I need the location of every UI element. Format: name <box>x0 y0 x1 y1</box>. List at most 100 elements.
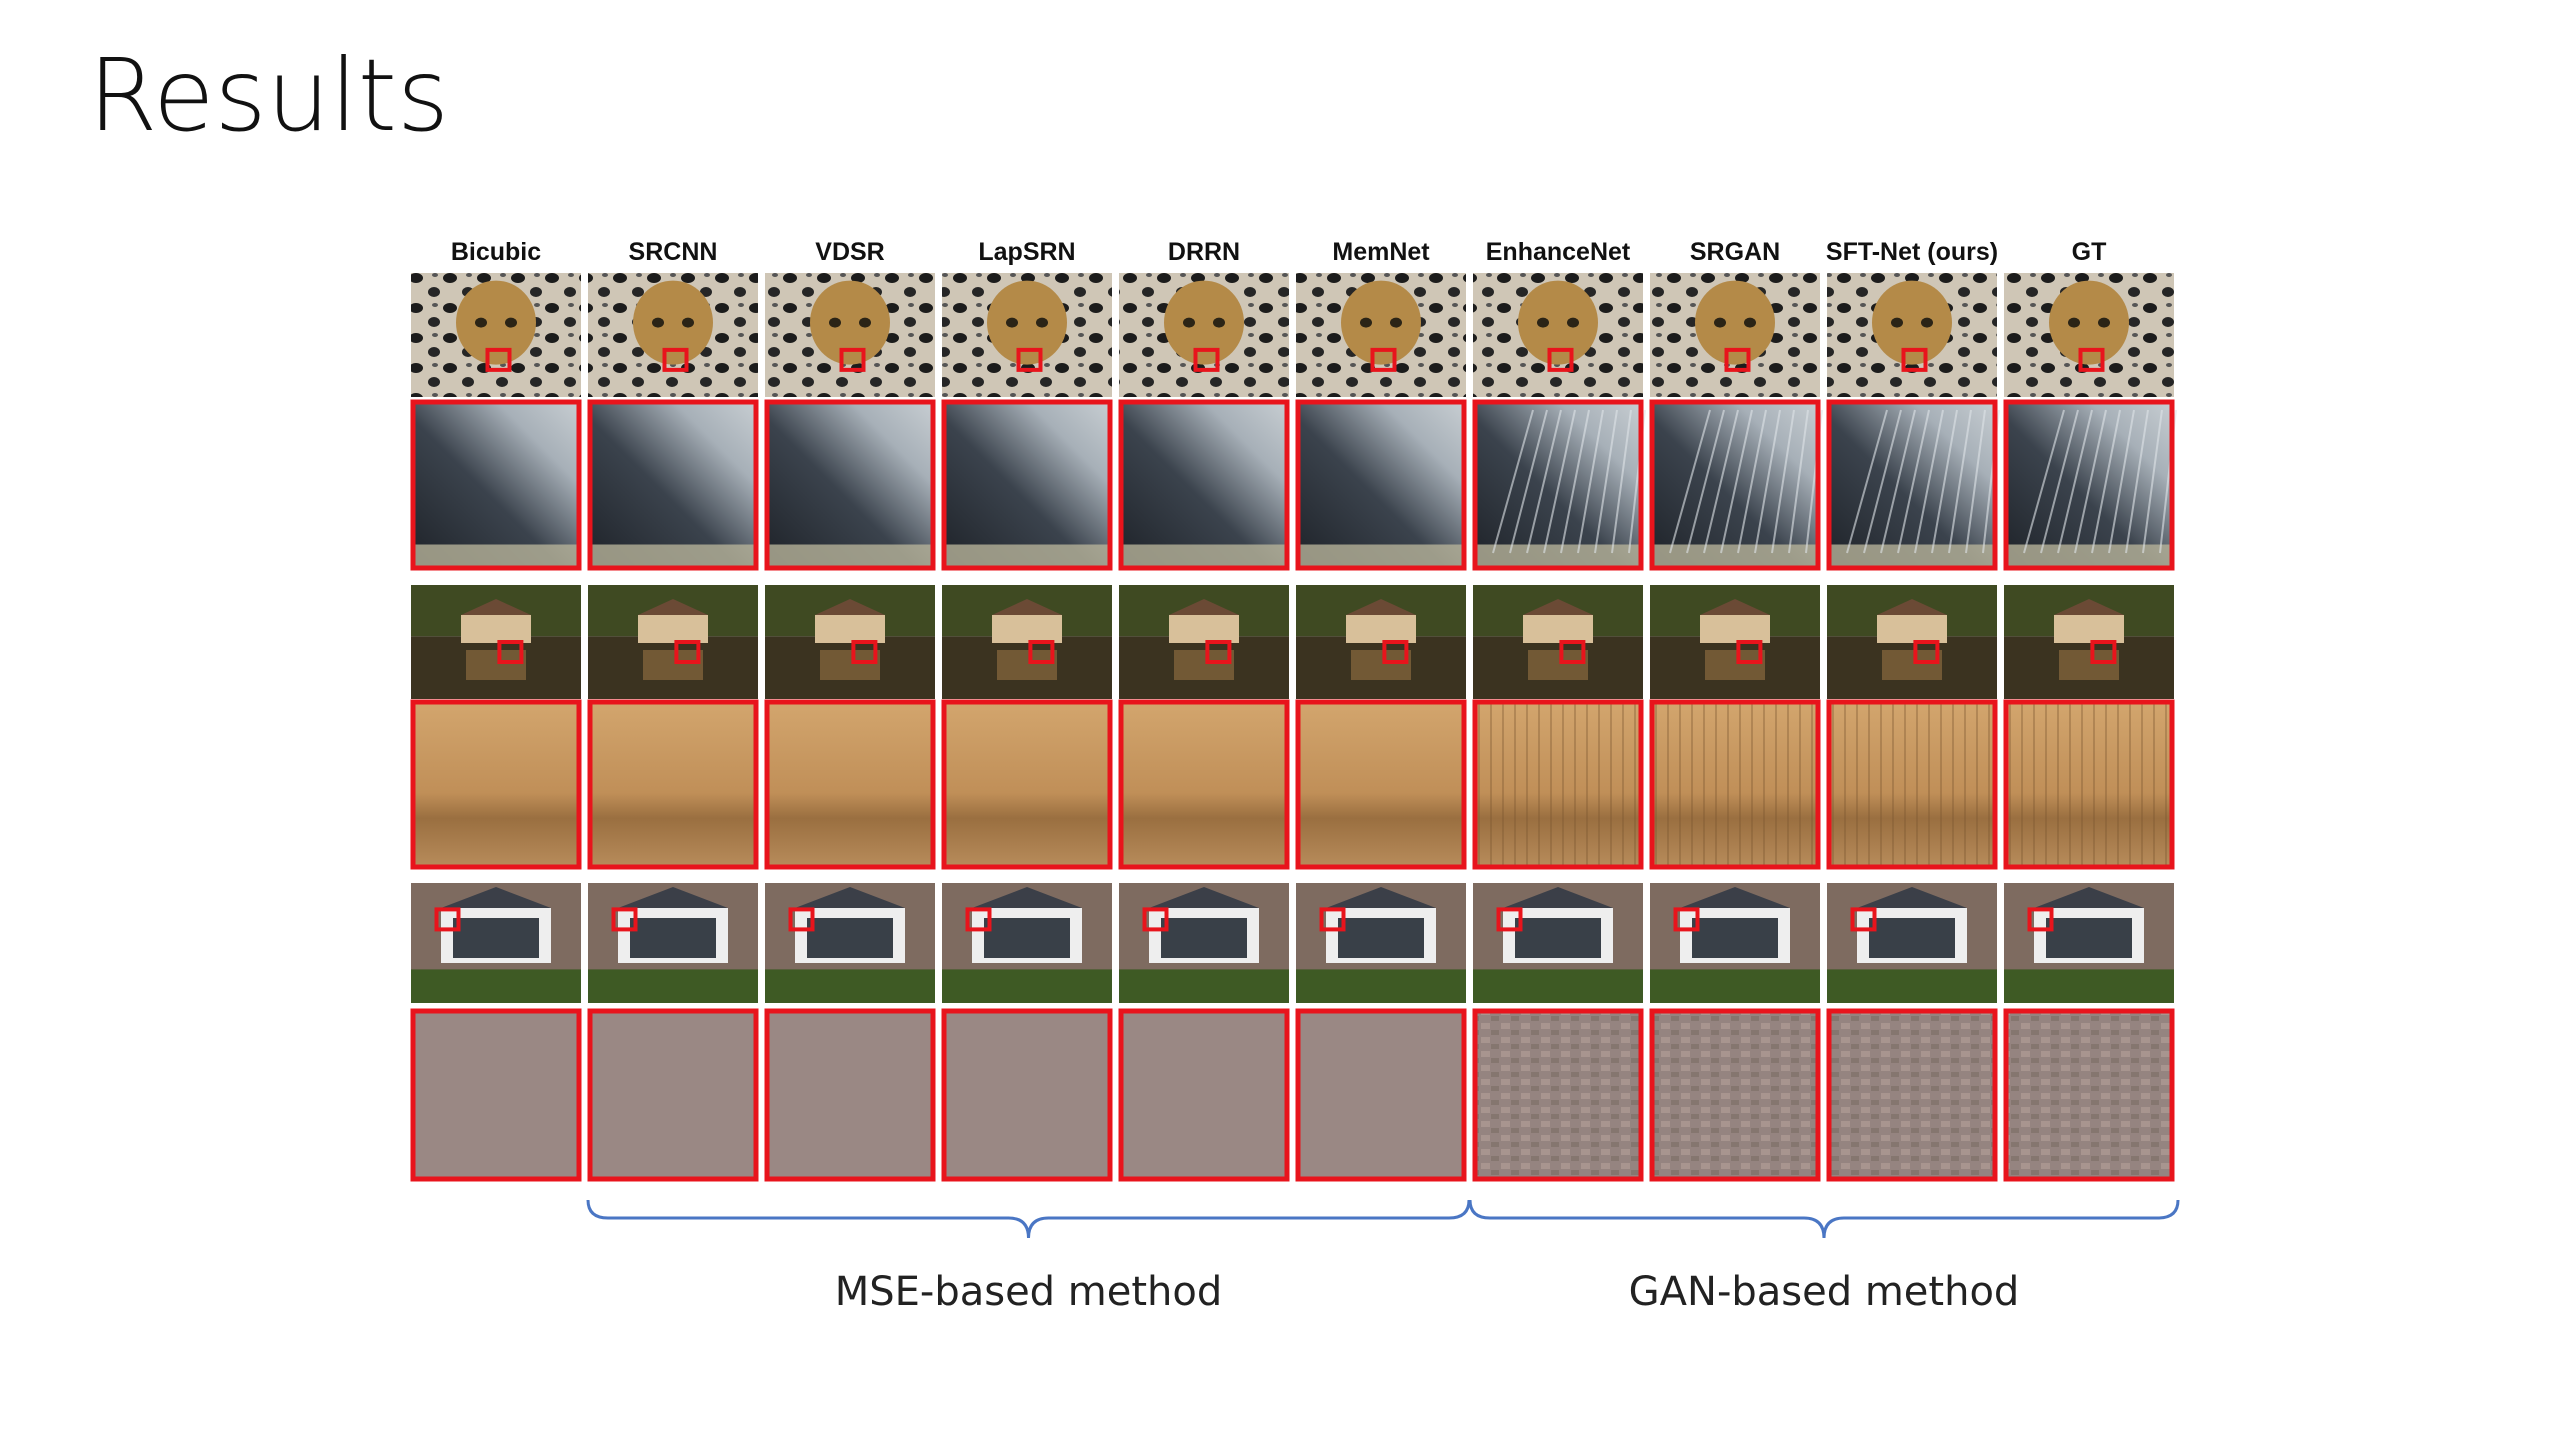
highlight-box <box>674 640 701 664</box>
image <box>441 887 551 908</box>
image <box>1931 409 1958 554</box>
image <box>2046 918 2132 958</box>
crop-border <box>587 399 759 571</box>
highlight-box <box>851 640 878 664</box>
image <box>2108 409 2135 554</box>
image <box>1921 317 1933 328</box>
image <box>1351 650 1411 680</box>
image <box>1650 969 1820 1003</box>
thumbnail <box>1827 883 1997 1003</box>
crop-border <box>1649 1008 1821 1182</box>
crop-border <box>1295 399 1467 571</box>
image <box>411 400 581 570</box>
image <box>1473 700 1643 869</box>
thumbnail <box>2004 273 2174 397</box>
image <box>1119 700 1289 869</box>
image <box>1754 409 1781 554</box>
highlight-box <box>662 347 689 372</box>
image <box>2054 599 2124 615</box>
highlight-box <box>1547 347 1574 372</box>
image <box>588 700 758 869</box>
image <box>588 969 758 1003</box>
zoom-crop <box>410 1008 582 1182</box>
crop-border <box>1826 699 1998 870</box>
highlight-box <box>1319 907 1346 932</box>
thumbnail <box>1650 273 1820 397</box>
zoom-crop <box>1649 699 1821 870</box>
thumbnail <box>1827 585 1997 699</box>
thumbnail <box>588 273 758 397</box>
image <box>1897 409 1930 554</box>
crop-border <box>764 1008 936 1182</box>
image <box>1695 280 1775 365</box>
image <box>1880 409 1916 554</box>
image <box>1594 409 1618 554</box>
highlight-box <box>2090 640 2117 664</box>
group-label: GAN-based method <box>1629 1269 2020 1315</box>
zoom-crop <box>410 399 582 571</box>
image <box>1006 317 1018 328</box>
image <box>1714 317 1726 328</box>
highlight-box <box>1142 907 1169 932</box>
image <box>1543 409 1576 554</box>
highlight-box <box>1016 347 1043 372</box>
image <box>1744 317 1756 328</box>
image <box>1965 409 1986 554</box>
zoom-crop <box>2003 1008 2175 1182</box>
method-label: SRCNN <box>629 238 718 266</box>
image <box>411 1009 581 1181</box>
image <box>2004 1009 2174 1181</box>
image <box>1119 969 1289 1003</box>
image <box>1526 409 1562 554</box>
image <box>1577 409 1604 554</box>
highlight-box <box>1028 640 1055 664</box>
image <box>456 280 536 365</box>
method-label: Bicubic <box>451 238 541 266</box>
image <box>453 918 539 958</box>
image <box>1537 317 1549 328</box>
crop-border <box>1118 1008 1290 1182</box>
image <box>765 400 935 570</box>
image <box>505 317 517 328</box>
method-label: LapSRN <box>978 238 1075 266</box>
image <box>1669 409 1711 554</box>
zoom-crop <box>1649 399 1823 571</box>
crop-border <box>1118 399 1290 571</box>
image <box>2142 409 2163 554</box>
highlight-box <box>1193 347 1220 372</box>
highlight-box <box>1205 640 1232 664</box>
image <box>1296 969 1466 1003</box>
image <box>633 280 713 365</box>
highlight-box <box>2078 347 2105 372</box>
image <box>765 700 935 869</box>
image <box>1877 615 1947 643</box>
zoom-crop <box>1295 699 1467 870</box>
image <box>1296 1009 1466 1181</box>
image <box>1863 409 1902 554</box>
highlight-box <box>1382 640 1409 664</box>
image <box>2004 700 2174 869</box>
image <box>1390 317 1402 328</box>
image <box>1149 887 1259 908</box>
method-label: EnhanceNet <box>1486 238 1631 266</box>
highlight-box <box>1850 907 1877 932</box>
image <box>1296 400 1466 570</box>
crop-border <box>1649 399 1821 571</box>
zoom-crop <box>587 1008 759 1182</box>
image <box>1827 700 1997 869</box>
crop-border <box>410 1008 582 1182</box>
zoom-crop <box>764 1008 936 1182</box>
thumbnail <box>1119 883 1289 1003</box>
thumbnail <box>1296 883 1466 1003</box>
image <box>1705 650 1765 680</box>
image <box>1326 887 1436 908</box>
zoom-crop <box>1826 1008 1998 1182</box>
image <box>1169 615 1239 643</box>
method-label: DRRN <box>1168 238 1240 266</box>
crop-border <box>764 399 936 571</box>
image <box>1518 280 1598 365</box>
image <box>1650 700 1820 869</box>
image <box>2049 280 2129 365</box>
